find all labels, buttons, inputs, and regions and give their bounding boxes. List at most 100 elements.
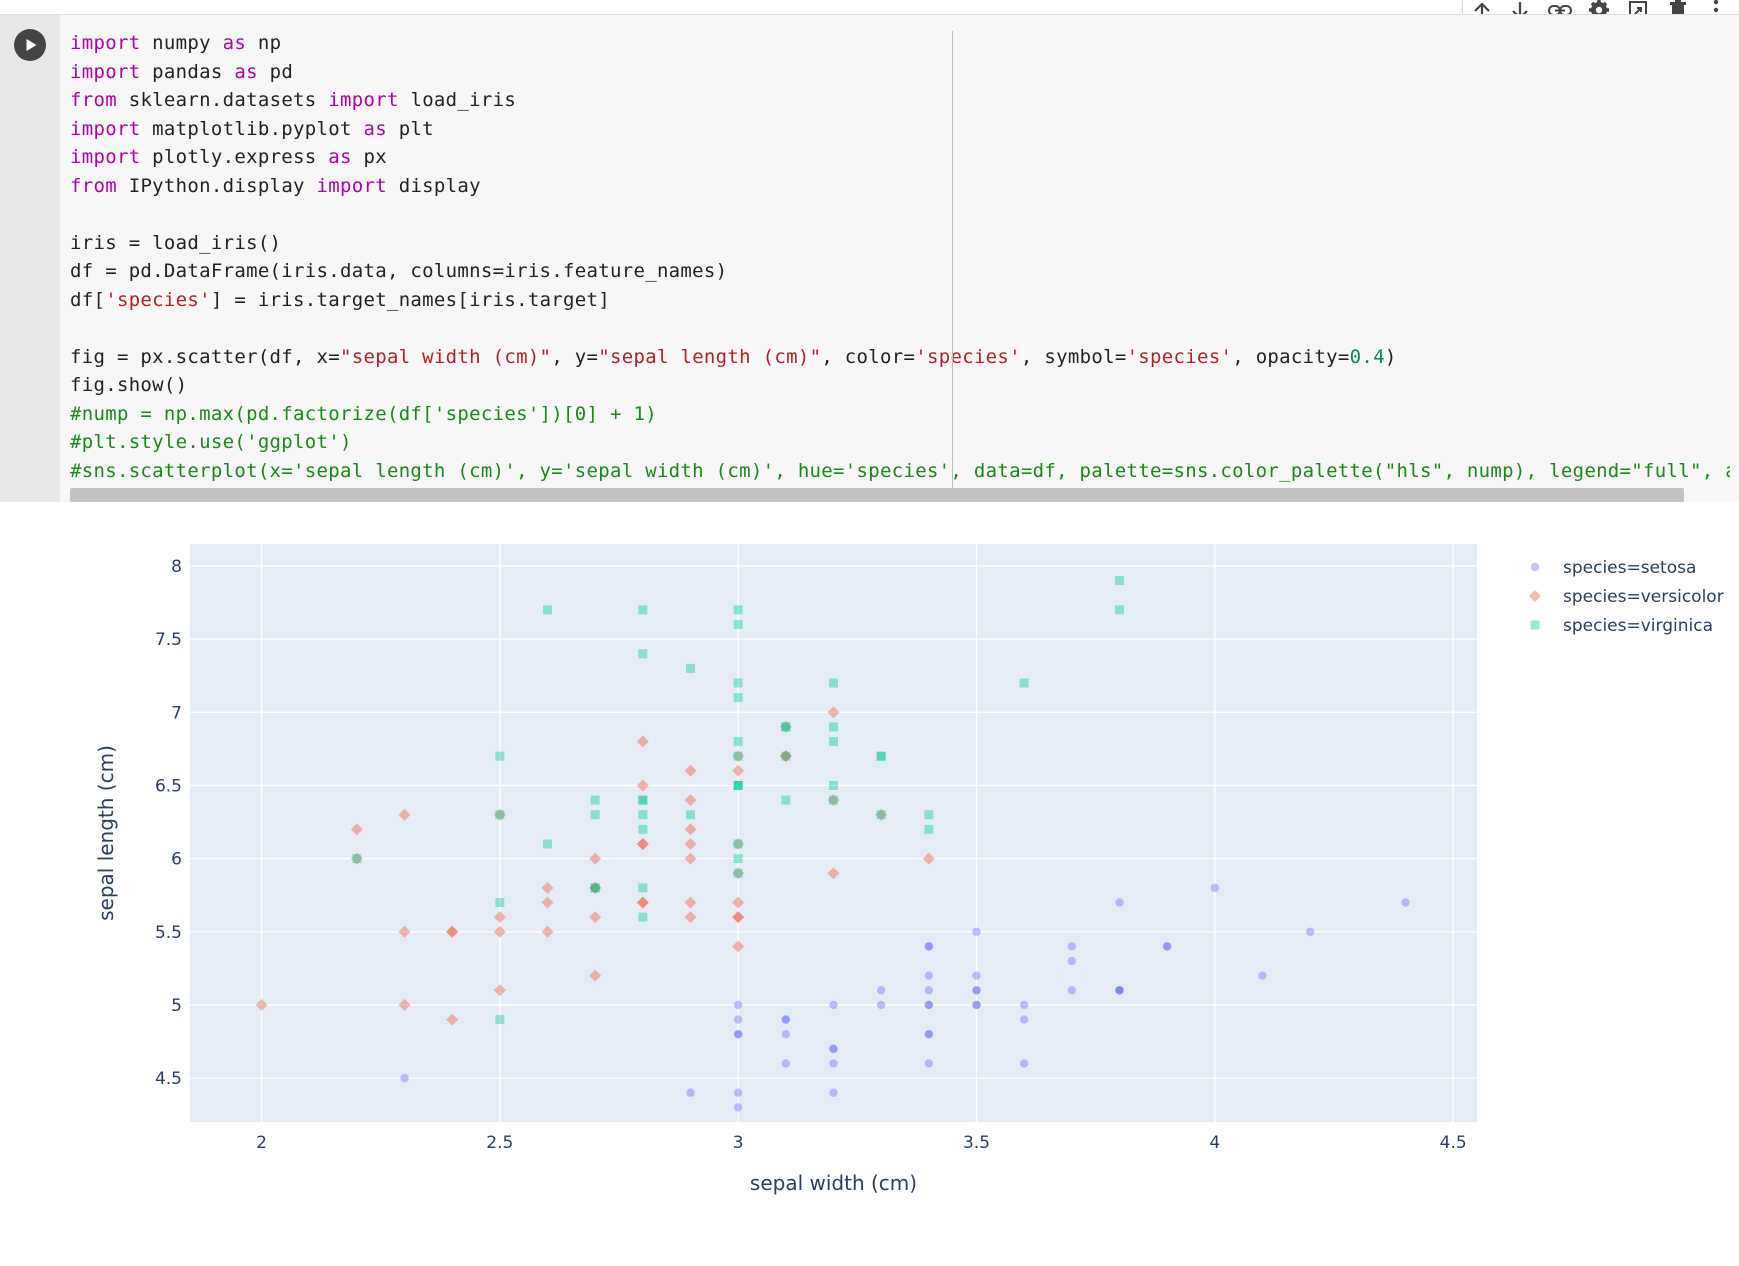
versicolor-point	[779, 720, 792, 733]
code-token: 'species'	[915, 345, 1021, 368]
versicolor-point	[684, 764, 697, 777]
code-line[interactable]: iris = load_iris()	[70, 229, 1730, 258]
virginica-point	[781, 722, 791, 732]
y-tick-label: 5	[171, 996, 182, 1016]
versicolor-point	[922, 852, 935, 865]
virginica-point	[1115, 576, 1124, 586]
virginica-point	[733, 678, 743, 688]
virginica-point	[829, 678, 838, 688]
code-line[interactable]: #plt.style.use('ggplot')	[70, 428, 1730, 457]
setosa-point	[1115, 986, 1124, 995]
versicolor-point	[255, 998, 268, 1011]
versicolor-point	[827, 706, 840, 719]
setosa-point	[829, 1000, 838, 1010]
setosa-point	[733, 1030, 743, 1039]
virginica-point	[638, 795, 648, 805]
setosa-point	[829, 1088, 838, 1097]
code-token: import	[328, 89, 399, 111]
code-token: pd	[257, 60, 294, 83]
code-line[interactable]: #nump = np.max(pd.factorize(df['species'…	[70, 400, 1730, 429]
code-line[interactable]: fig.show()	[70, 371, 1730, 400]
versicolor-point	[684, 852, 697, 865]
versicolor-point	[541, 881, 554, 894]
setosa-point	[924, 971, 934, 980]
code-line[interactable]	[70, 200, 1730, 229]
versicolor-point	[779, 750, 792, 763]
code-token: ] = iris.target_names[iris.target]	[210, 288, 610, 311]
versicolor-point	[398, 925, 411, 938]
versicolor-point	[636, 896, 649, 909]
code-line[interactable]: df = pd.DataFrame(iris.data, columns=iri…	[70, 257, 1730, 286]
code-token: from	[70, 89, 117, 111]
versicolor-point	[684, 837, 697, 850]
legend-label[interactable]: species=virginica	[1563, 616, 1713, 636]
virginica-point	[590, 883, 600, 893]
line-length-ruler	[952, 31, 953, 501]
code-line[interactable]: import plotly.express as px	[70, 143, 1730, 172]
virginica-point	[686, 810, 695, 820]
code-line[interactable]	[70, 314, 1730, 343]
setosa-point	[924, 1030, 934, 1039]
setosa-point	[876, 1000, 886, 1010]
x-tick-label: 3	[733, 1133, 744, 1153]
legend-marker-versicolor[interactable]	[1529, 590, 1541, 602]
setosa-point	[876, 986, 886, 995]
cell-output: 2 2.5 3 3.5 4 4.5 4.5 5 5.5 6 6.5 7 7.5 8 sepal width …	[0, 502, 1739, 1266]
code-token: px	[351, 146, 387, 168]
versicolor-point	[493, 925, 506, 938]
y-tick-label: 4.5	[155, 1069, 182, 1089]
legend-marker-virginica[interactable]	[1530, 620, 1540, 630]
setosa-point	[924, 942, 934, 951]
setosa-point	[733, 1000, 743, 1010]
setosa-point	[733, 1103, 743, 1112]
virginica-point	[1019, 678, 1029, 688]
code-line[interactable]: fig = px.scatter(df, x="sepal width (cm)…	[70, 343, 1730, 372]
legend-label[interactable]: species=versicolor	[1563, 587, 1724, 607]
virginica-point	[638, 912, 648, 922]
code-line[interactable]: df['species'] = iris.target_names[iris.t…	[70, 286, 1730, 315]
scatter-plot[interactable]: 2 2.5 3 3.5 4 4.5 4.5 5 5.5 6 6.5 7 7.5 8 sepal width …	[0, 502, 1739, 1266]
code-editor[interactable]: import numpy as np import pandas as pd fro…	[70, 29, 1730, 509]
y-tick-label: 6	[171, 850, 182, 870]
setosa-point	[972, 986, 981, 995]
code-line[interactable]: import pandas as pd	[70, 58, 1730, 87]
code-token: #nump = np.max(pd.factorize(df['species'…	[70, 402, 657, 425]
code-token: from	[70, 174, 117, 197]
virginica-point	[781, 722, 791, 732]
code-token: plotly.express	[140, 146, 329, 168]
virginica-point	[876, 751, 886, 761]
code-token: import	[316, 174, 387, 197]
versicolor-point	[398, 808, 411, 821]
code-token: import	[70, 32, 141, 54]
versicolor-point	[589, 969, 602, 982]
run-cell-button[interactable]	[14, 29, 46, 61]
virginica-point	[733, 868, 743, 878]
play-icon	[26, 39, 37, 51]
code-token: fig.show()	[70, 374, 188, 396]
legend-marker-setosa[interactable]	[1530, 562, 1540, 572]
horizontal-scrollbar[interactable]	[70, 488, 1684, 502]
code-line[interactable]: import matplotlib.pyplot as plt	[70, 115, 1730, 144]
code-token: "sepal width (cm)"	[340, 345, 552, 368]
virginica-point	[924, 810, 934, 820]
setosa-point	[972, 927, 981, 936]
code-line[interactable]: from sklearn.datasets import load_iris	[70, 86, 1730, 115]
code-token: as	[363, 117, 387, 140]
legend-label[interactable]: species=setosa	[1563, 558, 1696, 578]
versicolor-point	[493, 808, 506, 821]
virginica-point	[733, 751, 743, 761]
code-token: "sepal length (cm)"	[598, 345, 822, 368]
virginica-point	[733, 619, 743, 629]
code-line[interactable]: #sns.scatterplot(x='sepal length (cm)', …	[70, 457, 1730, 486]
setosa-point	[1162, 942, 1172, 951]
virginica-point	[876, 751, 886, 761]
code-line[interactable]: from IPython.display import display	[70, 172, 1730, 201]
x-tick-label: 4	[1209, 1133, 1220, 1153]
code-token: )	[1384, 345, 1397, 368]
code-token: df = pd.DataFrame(iris.data, columns=iri…	[70, 260, 728, 282]
setosa-point	[972, 971, 981, 980]
virginica-point	[590, 810, 600, 820]
code-line[interactable]: import numpy as np	[70, 29, 1730, 58]
setosa-point	[781, 1015, 791, 1024]
setosa-point	[1115, 986, 1124, 995]
